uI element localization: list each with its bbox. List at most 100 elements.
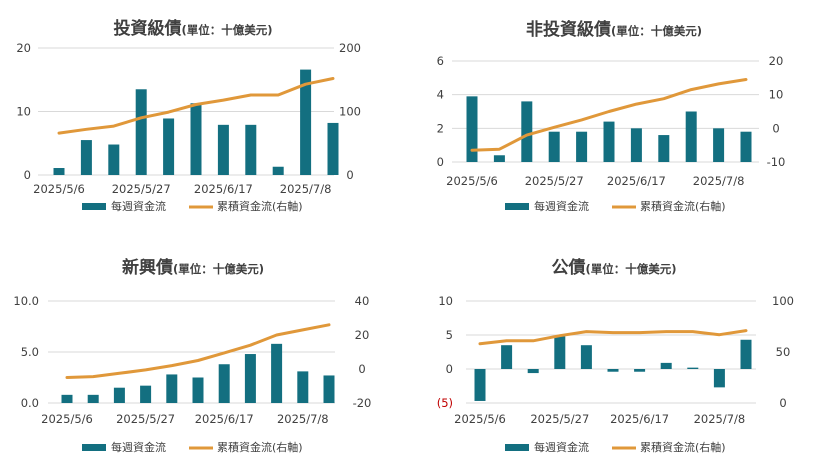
bar	[217, 124, 229, 175]
x-tick-label: 2025/5/27	[530, 412, 589, 426]
bar	[245, 124, 257, 175]
bar	[554, 336, 566, 369]
bar	[80, 140, 92, 175]
bar	[272, 166, 284, 175]
chart-title-main: 公債	[551, 257, 585, 278]
bar	[53, 168, 65, 175]
bar	[218, 364, 230, 403]
legend-line-label: 累積資金流(右軸)	[217, 199, 303, 213]
legend-bar-swatch	[505, 203, 529, 210]
bar	[192, 377, 204, 403]
y-right-tick-label: 40	[355, 294, 370, 308]
legend-line-label: 累積資金流(右軸)	[640, 199, 726, 213]
x-tick-label: 2025/7/8	[694, 412, 746, 426]
legend-bar-label: 每週資金流	[534, 440, 589, 454]
bar	[271, 343, 283, 403]
bar	[87, 394, 99, 403]
y-left-tick-label: 0	[24, 168, 31, 182]
x-tick-label: 2025/7/8	[280, 182, 332, 196]
legend: 每週資金流 累積資金流(右軸)	[82, 440, 303, 454]
chart-title-main: 非投資級債	[526, 19, 611, 40]
y-right-tick-label: 50	[776, 345, 791, 359]
bar	[108, 144, 120, 175]
chart-title-main: 投資級債	[113, 18, 181, 39]
chart-panel-2: 非投資級債(單位：十億美元) 0 2 4 6 -10 0 10 20 2025/5/6 2025/5…	[437, 19, 786, 213]
x-tick-label: 2025/5/6	[33, 182, 85, 196]
chart-title-unit: (單位：十億美元)	[611, 24, 702, 38]
legend-line-label: 累積資金流(右軸)	[640, 440, 726, 454]
bar	[634, 369, 646, 372]
legend: 每週資金流 累積資金流(右軸)	[505, 199, 726, 213]
bar	[521, 101, 533, 162]
y-left-tick-label: 0.0	[21, 396, 39, 410]
bar	[323, 375, 335, 403]
bar	[687, 367, 699, 369]
bar	[576, 131, 588, 162]
bar	[603, 121, 615, 162]
bar	[190, 103, 202, 175]
bar	[685, 111, 697, 162]
bar	[135, 89, 147, 175]
y-right-tick-label: 0	[358, 362, 365, 376]
x-tick-label: 2025/5/6	[41, 412, 93, 426]
y-right-tick-label: 200	[339, 41, 361, 55]
y-right-tick-label: 100	[772, 294, 794, 308]
bar	[493, 155, 505, 162]
chart-title: 新興債(單位：十億美元)	[122, 257, 264, 278]
bar	[580, 345, 592, 369]
bar	[327, 122, 339, 175]
y-right-tick-label: 100	[339, 105, 361, 119]
legend-bar-label: 每週資金流	[111, 199, 166, 213]
y-left-tick-label: 0	[446, 362, 453, 376]
bar	[466, 96, 478, 162]
legend-line-label: 累積資金流(右軸)	[217, 440, 303, 454]
x-tick-label: 2025/5/27	[116, 412, 175, 426]
bar	[740, 131, 752, 162]
legend: 每週資金流 累積資金流(右軸)	[82, 199, 303, 213]
bar	[297, 371, 309, 403]
chart-title-unit: (單位：十億美元)	[181, 23, 272, 37]
x-tick-label: 2025/6/17	[194, 182, 253, 196]
y-right-tick-label: 20	[769, 54, 784, 68]
y-left-tick-label: 20	[16, 41, 31, 55]
x-tick-label: 2025/5/27	[112, 182, 171, 196]
chart-title: 公債(單位：十億美元)	[551, 257, 676, 278]
chart-title: 非投資級債(單位：十億美元)	[526, 19, 702, 40]
y-left-tick-label: 5.0	[21, 345, 39, 359]
bar	[113, 387, 125, 403]
y-left-tick-label: 5	[446, 328, 453, 342]
y-right-tick-label: 0	[346, 168, 353, 182]
bar	[713, 369, 725, 388]
x-tick-label: 2025/6/17	[610, 412, 669, 426]
y-right-tick-label: 20	[355, 328, 370, 342]
legend: 每週資金流 累積資金流(右軸)	[505, 440, 726, 454]
bar	[713, 128, 725, 162]
bar	[474, 369, 486, 401]
x-tick-label: 2025/7/8	[277, 412, 329, 426]
bar	[740, 339, 752, 369]
y-left-tick-label: 10.0	[13, 294, 39, 308]
y-left-tick-label: (5)	[437, 396, 453, 410]
y-left-tick-label: 2	[437, 121, 444, 135]
x-tick-label: 2025/6/17	[607, 174, 666, 188]
bar	[140, 385, 152, 403]
legend-bar-swatch	[82, 203, 106, 210]
y-right-tick-label: 0	[779, 396, 786, 410]
y-left-tick-label: 0	[437, 155, 444, 169]
bar	[527, 369, 539, 374]
bar	[300, 69, 312, 175]
bar	[501, 345, 513, 369]
y-left-tick-label: 4	[437, 88, 444, 102]
y-right-tick-label: 10	[769, 88, 784, 102]
chart-title: 投資級債(單位：十億美元)	[113, 18, 272, 39]
bar	[61, 394, 73, 403]
bar	[660, 362, 672, 369]
y-right-tick-label: -20	[353, 396, 372, 410]
bar	[548, 131, 560, 162]
bar	[607, 369, 619, 372]
legend-bar-label: 每週資金流	[111, 440, 166, 454]
y-left-tick-label: 6	[437, 54, 444, 68]
